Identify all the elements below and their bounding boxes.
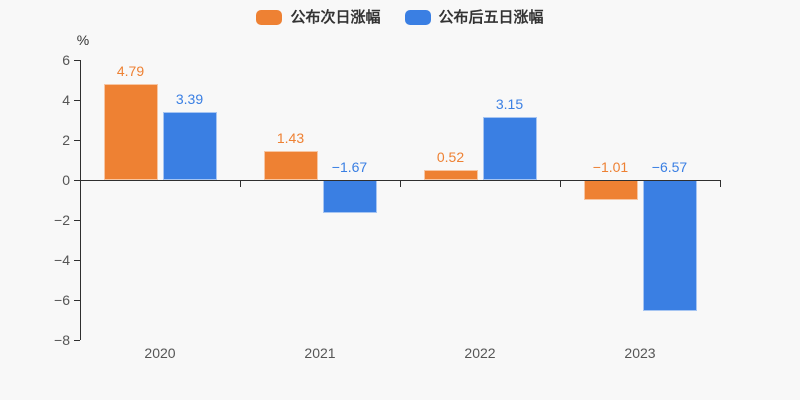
bar-value-label: 4.79 <box>116 63 145 80</box>
bar-value-label: 3.39 <box>175 91 204 108</box>
legend-item-next-day-change[interactable]: 公布次日涨幅 <box>256 9 381 26</box>
y-axis-tick <box>74 340 80 341</box>
x-axis-tick <box>400 181 401 187</box>
bar-2023-series1[interactable] <box>642 180 697 312</box>
legend-swatch-orange-icon <box>256 10 283 25</box>
y-axis-tick-label: 6 <box>62 52 70 68</box>
y-axis-tick-label: 4 <box>62 92 70 108</box>
x-axis-category-label: 2022 <box>464 345 496 361</box>
x-axis-category-label: 2023 <box>624 345 656 361</box>
bar-value-label: −1.67 <box>331 159 368 175</box>
bar-2021-series1[interactable] <box>322 180 377 214</box>
bar-2020-series1[interactable] <box>162 112 217 180</box>
y-axis-tick <box>74 220 80 221</box>
x-axis-category-label: 2020 <box>144 345 176 361</box>
x-axis-category-label: 2021 <box>304 345 336 361</box>
y-axis-unit-label: % <box>76 32 90 48</box>
y-axis-line <box>80 60 81 340</box>
bar-value-label: 1.43 <box>276 130 305 147</box>
legend-swatch-blue-icon <box>404 10 431 25</box>
y-axis-tick-label: 0 <box>62 172 70 188</box>
y-axis-tick <box>74 140 80 141</box>
bar-2022-series1[interactable] <box>482 117 537 180</box>
legend-label: 公布后五日涨幅 <box>438 9 544 26</box>
x-axis-tick <box>560 181 561 187</box>
x-axis-tick <box>720 181 721 187</box>
x-axis-zero-line <box>80 180 721 181</box>
y-axis-tick-label: −8 <box>54 332 70 348</box>
bar-2023-series0[interactable] <box>583 180 638 201</box>
bar-value-label: 0.52 <box>436 148 465 165</box>
y-axis-tick-label: −4 <box>54 252 70 268</box>
bar-2020-series0[interactable] <box>103 84 158 180</box>
y-axis-tick <box>74 60 80 61</box>
y-axis-tick <box>74 180 80 181</box>
bar-value-label: −6.57 <box>651 159 688 175</box>
y-axis-tick <box>74 300 80 301</box>
bar-2022-series0[interactable] <box>423 169 478 180</box>
y-axis-tick-label: −2 <box>54 212 70 228</box>
legend-label: 公布次日涨幅 <box>290 9 381 26</box>
x-axis-tick <box>240 181 241 187</box>
legend-item-five-day-change[interactable]: 公布后五日涨幅 <box>404 9 544 26</box>
y-axis-tick-label: −6 <box>54 292 70 308</box>
bar-2021-series0[interactable] <box>263 151 318 180</box>
y-axis-tick <box>74 260 80 261</box>
bar-value-label: 3.15 <box>495 96 524 112</box>
y-axis-tick-label: 2 <box>62 132 70 148</box>
bar-value-label: −1.01 <box>592 159 629 175</box>
y-axis-tick <box>74 100 80 101</box>
chart-legend: 公布次日涨幅 公布后五日涨幅 <box>0 10 800 25</box>
x-axis-tick <box>80 181 81 187</box>
